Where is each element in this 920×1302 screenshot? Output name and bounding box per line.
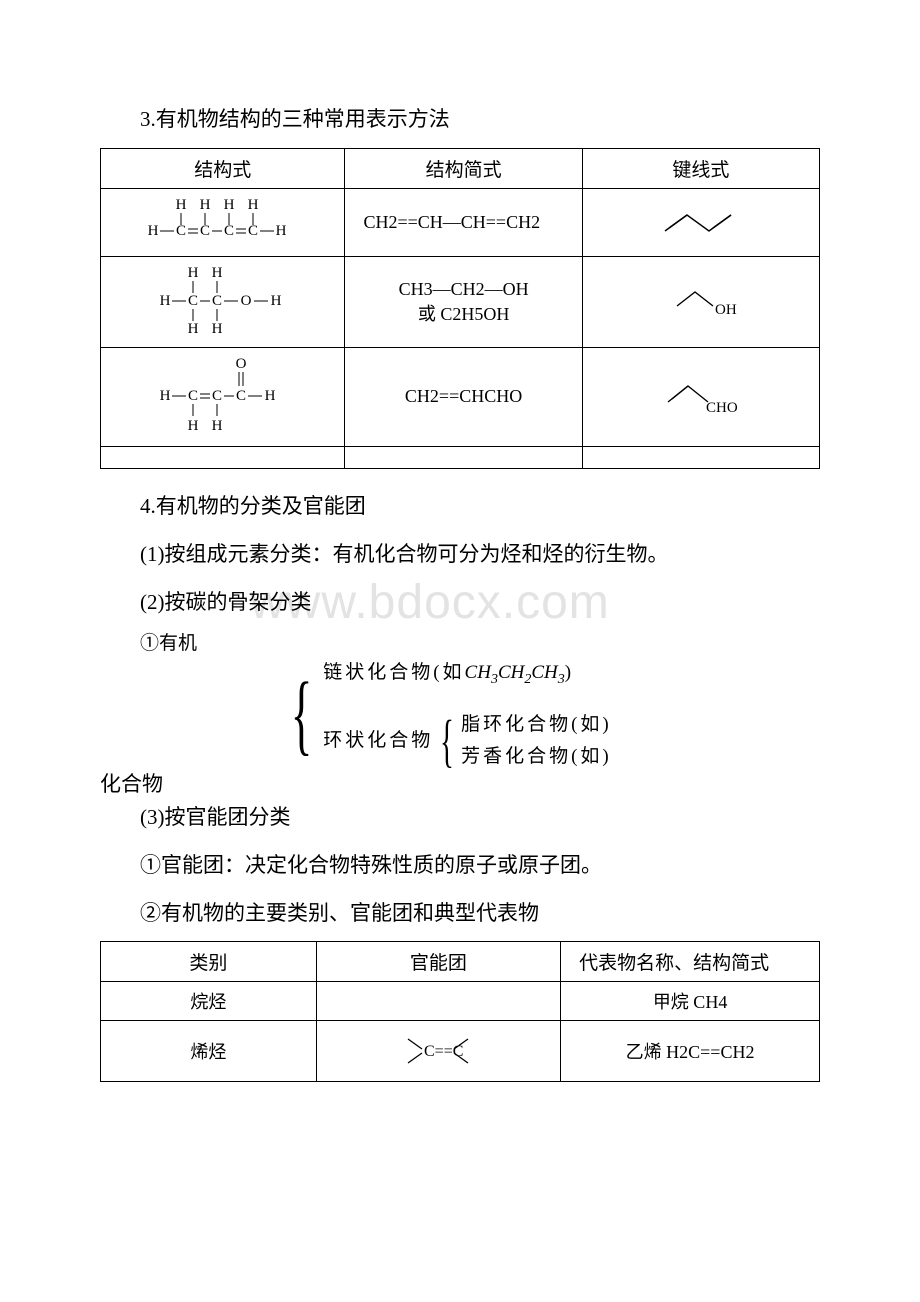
- section-4-p3-2: ②有机物的主要类别、官能团和典型代表物: [140, 894, 820, 934]
- svg-text:H: H: [159, 388, 170, 404]
- brace-row: 脂环化合物(如): [461, 709, 612, 741]
- sub-brace-prefix: 环状化合物: [323, 725, 433, 757]
- svg-text:H: H: [199, 197, 210, 213]
- ethanol-structural-svg: HH H C C O H HH: [138, 263, 308, 341]
- table-row: 烷烃 甲烷 CH4: [101, 982, 820, 1021]
- table-row: O H C C C H HH CH: [101, 347, 820, 446]
- section-4-title: 4.有机物的分类及官能团: [140, 487, 820, 527]
- structural-formula-cell: HH H C C O H HH: [101, 256, 345, 347]
- structure-methods-table: 结构式 结构简式 键线式 HHHH H C C C: [100, 148, 820, 469]
- svg-text:H: H: [211, 418, 222, 434]
- empty-cell: [582, 446, 819, 468]
- cho-label: CHO: [706, 400, 738, 416]
- functional-group-table: 类别 官能团 代表物名称、结构简式 烷烃 甲烷 CH4 烯烃 C==C 乙烯 H…: [100, 941, 820, 1082]
- brace-structure: { 链状化合物(如CH3CH2CH3) 环状化合物 { 脂环化合物(如) 芳香化…: [280, 657, 820, 774]
- functional-group-cell: [316, 982, 560, 1021]
- category-cell: 烷烃: [101, 982, 317, 1021]
- condensed-formula-cell: CH3—CH2—OH 或 C2H5OH: [345, 256, 582, 347]
- svg-text:C: C: [224, 223, 234, 239]
- category-cell: 烯烃: [101, 1021, 317, 1082]
- left-brace-icon: {: [291, 679, 313, 751]
- section-4-p2: (2)按碳的骨架分类: [140, 583, 820, 623]
- representative-cell: 乙烯 H2C==CH2: [561, 1021, 820, 1082]
- section-4-p1: (1)按组成元素分类：有机化合物可分为烃和烃的衍生物。: [140, 535, 820, 575]
- svg-text:O: O: [240, 293, 251, 309]
- functional-group-cell: C==C: [316, 1021, 560, 1082]
- svg-text:H: H: [187, 418, 198, 434]
- section-3-title: 3.有机物结构的三种常用表示方法: [140, 100, 820, 140]
- svg-text:H: H: [147, 223, 158, 239]
- svg-text:H: H: [270, 293, 281, 309]
- propenal-skeletal-svg: CHO: [646, 374, 756, 420]
- svg-text:C: C: [200, 223, 210, 239]
- ethanol-skeletal-svg: OH: [653, 280, 749, 324]
- table-row: HH H C C O H HH: [101, 256, 820, 347]
- svg-text:H: H: [264, 388, 275, 404]
- svg-text:C: C: [188, 388, 198, 404]
- svg-text:H: H: [159, 293, 170, 309]
- svg-text:H: H: [175, 197, 186, 213]
- condensed-formula-cell: CH2==CHCHO: [345, 347, 582, 446]
- table-header: 键线式: [582, 148, 819, 188]
- skeletal-formula-cell: OH: [582, 256, 819, 347]
- condensed-formula-cell: CH2==CH—CH==CH2: [345, 188, 582, 256]
- empty-cell: [345, 446, 582, 468]
- section-4-p3: (3)按官能团分类: [140, 798, 820, 838]
- svg-text:H: H: [211, 321, 222, 337]
- svg-text:H: H: [275, 223, 286, 239]
- structural-formula-cell: HHHH H C C C C H: [101, 188, 345, 256]
- svg-text:H: H: [211, 265, 222, 281]
- svg-text:O: O: [235, 356, 246, 372]
- empty-cell: [101, 446, 345, 468]
- brace-row: 链状化合物(如CH3CH2CH3): [323, 657, 612, 692]
- table-row: HHHH H C C C C H: [101, 188, 820, 256]
- skeletal-formula-cell: CHO: [582, 347, 819, 446]
- table-row: 烯烃 C==C 乙烯 H2C==CH2: [101, 1021, 820, 1082]
- svg-text:C: C: [212, 388, 222, 404]
- brace-content: 链状化合物(如CH3CH2CH3) 环状化合物 { 脂环化合物(如) 芳香化合物…: [323, 657, 612, 774]
- brace-prefix: ①有机: [140, 625, 197, 663]
- svg-text:C: C: [212, 293, 222, 309]
- table-header: 类别: [101, 942, 317, 982]
- brace-row: 芳香化合物(如): [461, 741, 612, 773]
- svg-text:H: H: [187, 265, 198, 281]
- cc-label: C==C: [424, 1043, 463, 1060]
- svg-text:C: C: [236, 388, 246, 404]
- svg-text:H: H: [187, 321, 198, 337]
- table-header: 代表物名称、结构简式: [561, 942, 820, 982]
- representative-cell: 甲烷 CH4: [561, 982, 820, 1021]
- formula-text: CH3—CH2—OH: [353, 277, 573, 302]
- svg-text:C: C: [176, 223, 186, 239]
- alkene-group-svg: C==C: [388, 1027, 488, 1075]
- table-header-row: 类别 官能团 代表物名称、结构简式: [101, 942, 820, 982]
- sub-brace-content: 脂环化合物(如) 芳香化合物(如): [461, 709, 612, 774]
- text: 链状化合物(如: [323, 662, 464, 683]
- svg-text:C: C: [188, 293, 198, 309]
- skeletal-formula-cell: [582, 188, 819, 256]
- table-header-row: 结构式 结构简式 键线式: [101, 148, 820, 188]
- formula-text: 或 C2H5OH: [353, 302, 573, 327]
- document-content: 3.有机物结构的三种常用表示方法 结构式 结构简式 键线式 HHHH H C: [100, 100, 820, 1082]
- oh-label: OH: [715, 302, 737, 318]
- table-header: 结构简式: [345, 148, 582, 188]
- svg-text:H: H: [247, 197, 258, 213]
- left-brace-small-icon: {: [440, 718, 454, 764]
- svg-text:H: H: [223, 197, 234, 213]
- table-row-empty: [101, 446, 820, 468]
- butadiene-structural-svg: HHHH H C C C C H: [133, 195, 313, 250]
- text: ): [565, 662, 574, 683]
- sub-brace-wrap: 环状化合物 { 脂环化合物(如) 芳香化合物(如): [323, 709, 612, 774]
- propenal-structural-svg: O H C C C H HH: [138, 354, 308, 440]
- table-header: 结构式: [101, 148, 345, 188]
- structural-formula-cell: O H C C C H HH: [101, 347, 345, 446]
- table-header: 官能团: [316, 942, 560, 982]
- butadiene-skeletal-svg: [651, 205, 751, 239]
- svg-text:C: C: [248, 223, 258, 239]
- section-4-p3-1: ①官能团：决定化合物特殊性质的原子或原子团。: [140, 846, 820, 886]
